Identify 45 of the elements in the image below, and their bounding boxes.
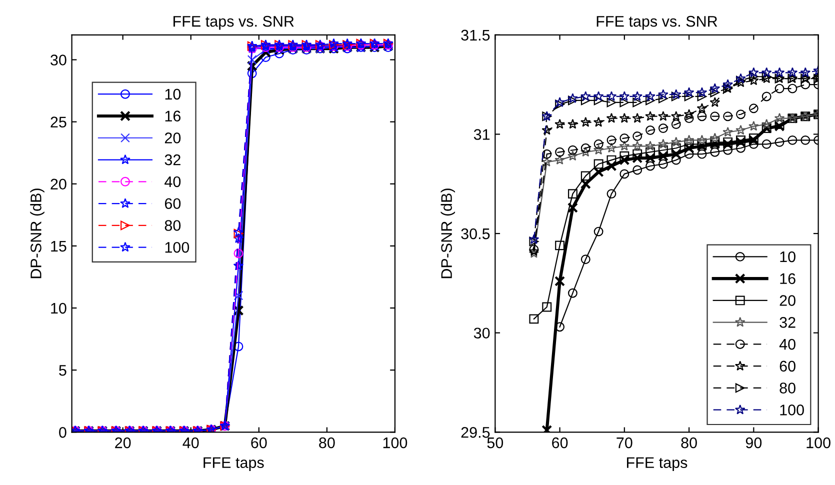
y-tick-label: 10 <box>51 302 66 314</box>
y-tick-label: 30 <box>50 54 66 66</box>
x-tick-label: 60 <box>552 437 568 448</box>
y-tick-label: 5 <box>59 365 66 376</box>
x-tick-label: 100 <box>383 437 408 448</box>
x-tick-label: 100 <box>806 437 830 448</box>
legend-label: 20 <box>164 132 181 144</box>
y-axis-title: DP-SNR (dB) <box>30 188 44 278</box>
legend-label: 100 <box>780 404 804 416</box>
x-tick-label: 50 <box>487 437 504 448</box>
legend-label: 60 <box>780 360 796 372</box>
y-tick-label: 30 <box>474 328 490 339</box>
chart-title: FFE taps vs. SNR <box>174 16 294 30</box>
y-tick-label: 0 <box>59 427 66 438</box>
legend-label: 10 <box>165 88 181 100</box>
legend-label: 80 <box>164 220 181 231</box>
x-axis-title: FFE taps <box>626 457 688 472</box>
y-tick-label: 15 <box>51 240 66 252</box>
legend-label: 20 <box>780 295 796 306</box>
y-tick-label: 31.5 <box>461 30 490 41</box>
chart-title: FFE taps vs. SNR <box>596 16 718 30</box>
legend-label: 16 <box>780 273 796 284</box>
legend-label: 80 <box>780 382 796 394</box>
x-tick-label: 20 <box>115 437 131 448</box>
x-tick-label: 60 <box>251 437 267 448</box>
legend-label: 32 <box>780 317 796 328</box>
x-axis-title: FFE taps <box>204 457 264 472</box>
legend-label: 16 <box>165 110 180 122</box>
y-axis-title: DP-SNR (dB) <box>440 188 455 278</box>
y-tick-label: 29.5 <box>461 427 490 438</box>
x-tick-label: 90 <box>746 437 762 448</box>
y-tick-label: 25 <box>50 116 66 128</box>
legend-label: 60 <box>164 198 181 210</box>
legend-label: 40 <box>779 338 796 350</box>
x-tick-label: 80 <box>681 437 697 448</box>
legend-label: 10 <box>780 251 796 262</box>
legend-label: 40 <box>164 176 181 188</box>
legend-label: 32 <box>164 154 180 166</box>
x-tick-label: 40 <box>182 437 199 448</box>
y-tick-label: 20 <box>50 178 66 190</box>
x-tick-label: 80 <box>319 437 335 448</box>
y-tick-label: 31 <box>474 129 490 140</box>
x-tick-label: 70 <box>616 437 632 448</box>
legend-label: 100 <box>165 242 190 253</box>
y-tick-label: 30.5 <box>461 228 490 240</box>
